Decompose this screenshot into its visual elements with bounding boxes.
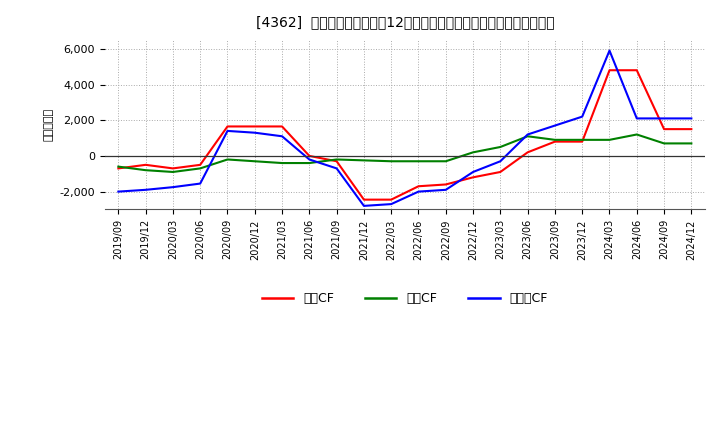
営業CF xyxy=(141,162,150,168)
投資CF xyxy=(333,157,341,162)
営業CF xyxy=(606,68,614,73)
投資CF xyxy=(251,159,259,164)
投資CF xyxy=(660,141,668,146)
フリーCF xyxy=(359,203,368,209)
投資CF xyxy=(168,169,177,175)
Legend: 営業CF, 投資CF, フリーCF: 営業CF, 投資CF, フリーCF xyxy=(256,287,553,310)
営業CF xyxy=(469,175,477,180)
投資CF xyxy=(551,137,559,143)
投資CF xyxy=(441,159,450,164)
営業CF xyxy=(387,197,395,202)
営業CF xyxy=(196,162,204,168)
フリーCF xyxy=(114,189,122,194)
フリーCF xyxy=(223,128,232,134)
投資CF xyxy=(114,164,122,169)
営業CF xyxy=(687,126,696,132)
投資CF xyxy=(496,144,505,150)
フリーCF xyxy=(687,116,696,121)
投資CF xyxy=(278,161,287,166)
フリーCF xyxy=(578,114,587,119)
投資CF xyxy=(687,141,696,146)
投資CF xyxy=(578,137,587,143)
フリーCF xyxy=(141,187,150,192)
投資CF xyxy=(606,137,614,143)
営業CF xyxy=(278,124,287,129)
営業CF xyxy=(632,68,641,73)
投資CF xyxy=(469,150,477,155)
投資CF xyxy=(359,158,368,163)
フリーCF xyxy=(387,202,395,207)
営業CF xyxy=(414,183,423,189)
Line: フリーCF: フリーCF xyxy=(118,51,691,206)
営業CF xyxy=(305,153,314,158)
フリーCF xyxy=(523,132,532,137)
Title: [4362]  キャッシュフローの12か月移動合計の対前年同期増減額の推移: [4362] キャッシュフローの12か月移動合計の対前年同期増減額の推移 xyxy=(256,15,554,29)
営業CF xyxy=(660,126,668,132)
フリーCF xyxy=(305,157,314,162)
Line: 投資CF: 投資CF xyxy=(118,135,691,172)
Y-axis label: （百万円）: （百万円） xyxy=(44,108,54,141)
投資CF xyxy=(141,168,150,173)
投資CF xyxy=(196,166,204,171)
フリーCF xyxy=(196,181,204,186)
投資CF xyxy=(387,159,395,164)
営業CF xyxy=(523,150,532,155)
営業CF xyxy=(496,169,505,175)
フリーCF xyxy=(551,123,559,128)
フリーCF xyxy=(606,48,614,53)
フリーCF xyxy=(168,184,177,190)
投資CF xyxy=(414,159,423,164)
営業CF xyxy=(441,182,450,187)
フリーCF xyxy=(441,187,450,192)
フリーCF xyxy=(632,116,641,121)
フリーCF xyxy=(496,159,505,164)
営業CF xyxy=(551,139,559,144)
フリーCF xyxy=(469,169,477,175)
投資CF xyxy=(523,134,532,139)
営業CF xyxy=(223,124,232,129)
営業CF xyxy=(114,166,122,171)
フリーCF xyxy=(414,189,423,194)
投資CF xyxy=(305,161,314,166)
営業CF xyxy=(359,197,368,202)
投資CF xyxy=(632,132,641,137)
営業CF xyxy=(251,124,259,129)
Line: 営業CF: 営業CF xyxy=(118,70,691,200)
フリーCF xyxy=(251,130,259,136)
営業CF xyxy=(333,159,341,164)
投資CF xyxy=(223,157,232,162)
営業CF xyxy=(168,166,177,171)
フリーCF xyxy=(278,134,287,139)
営業CF xyxy=(578,139,587,144)
フリーCF xyxy=(333,166,341,171)
フリーCF xyxy=(660,116,668,121)
